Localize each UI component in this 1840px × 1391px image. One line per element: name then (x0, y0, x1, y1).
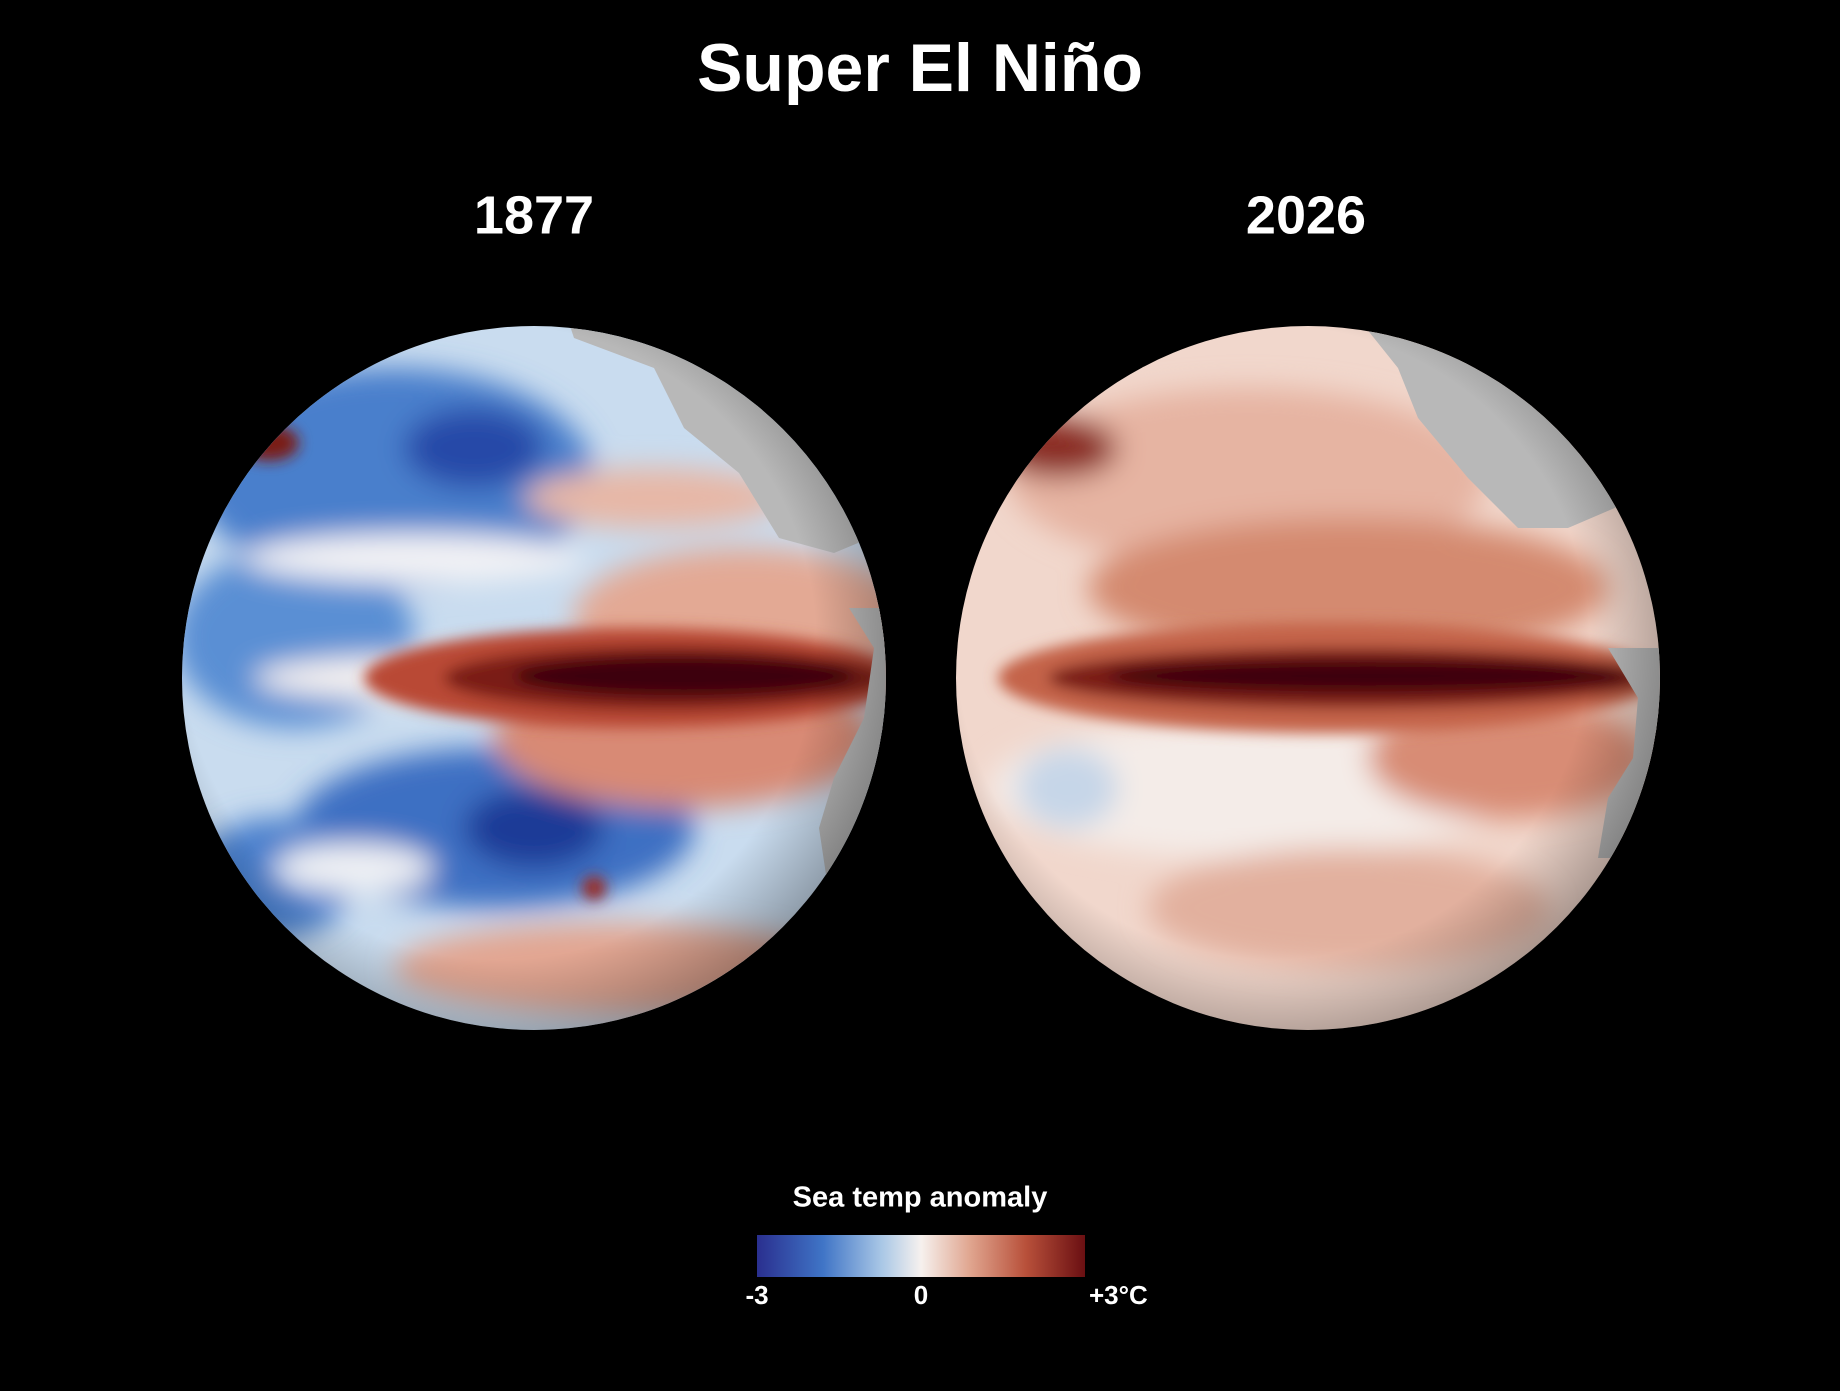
globe (956, 326, 1660, 1030)
globe (182, 326, 886, 1030)
color-scale (757, 1235, 1085, 1277)
legend: Sea temp anomaly -3 0 +3°C (745, 1182, 1148, 1310)
legend-title: Sea temp anomaly (793, 1182, 1048, 1214)
tick-label: -3 (745, 1280, 768, 1310)
title: Super El Niño (697, 30, 1143, 106)
map-label: 2026 (1246, 185, 1366, 245)
map-label: 1877 (474, 185, 594, 245)
tick-label: +3°C (1089, 1280, 1148, 1310)
tick-label: 0 (914, 1280, 928, 1310)
